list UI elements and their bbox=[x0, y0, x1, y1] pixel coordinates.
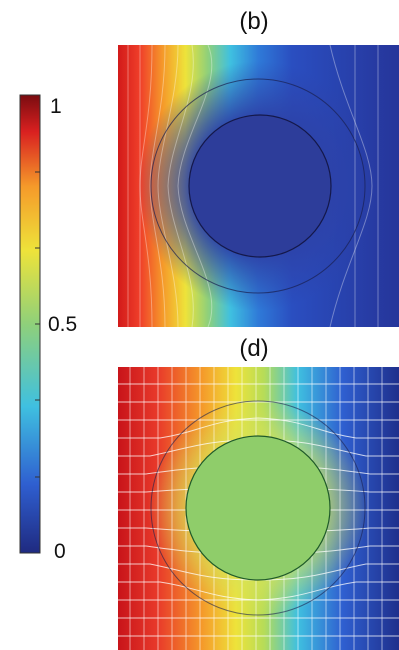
panel-d-heatmap bbox=[118, 367, 399, 650]
panel-b-heatmap bbox=[118, 45, 399, 327]
colorbar-tick-1: 1 bbox=[50, 95, 62, 118]
colorbar-tick-0: 0 bbox=[54, 540, 66, 563]
panel-b-label: (b) bbox=[239, 8, 269, 35]
colorbar-ticks bbox=[35, 171, 40, 478]
colorbar-tick-0-5: 0.5 bbox=[48, 313, 78, 336]
panel-d-label: (d) bbox=[239, 335, 269, 362]
